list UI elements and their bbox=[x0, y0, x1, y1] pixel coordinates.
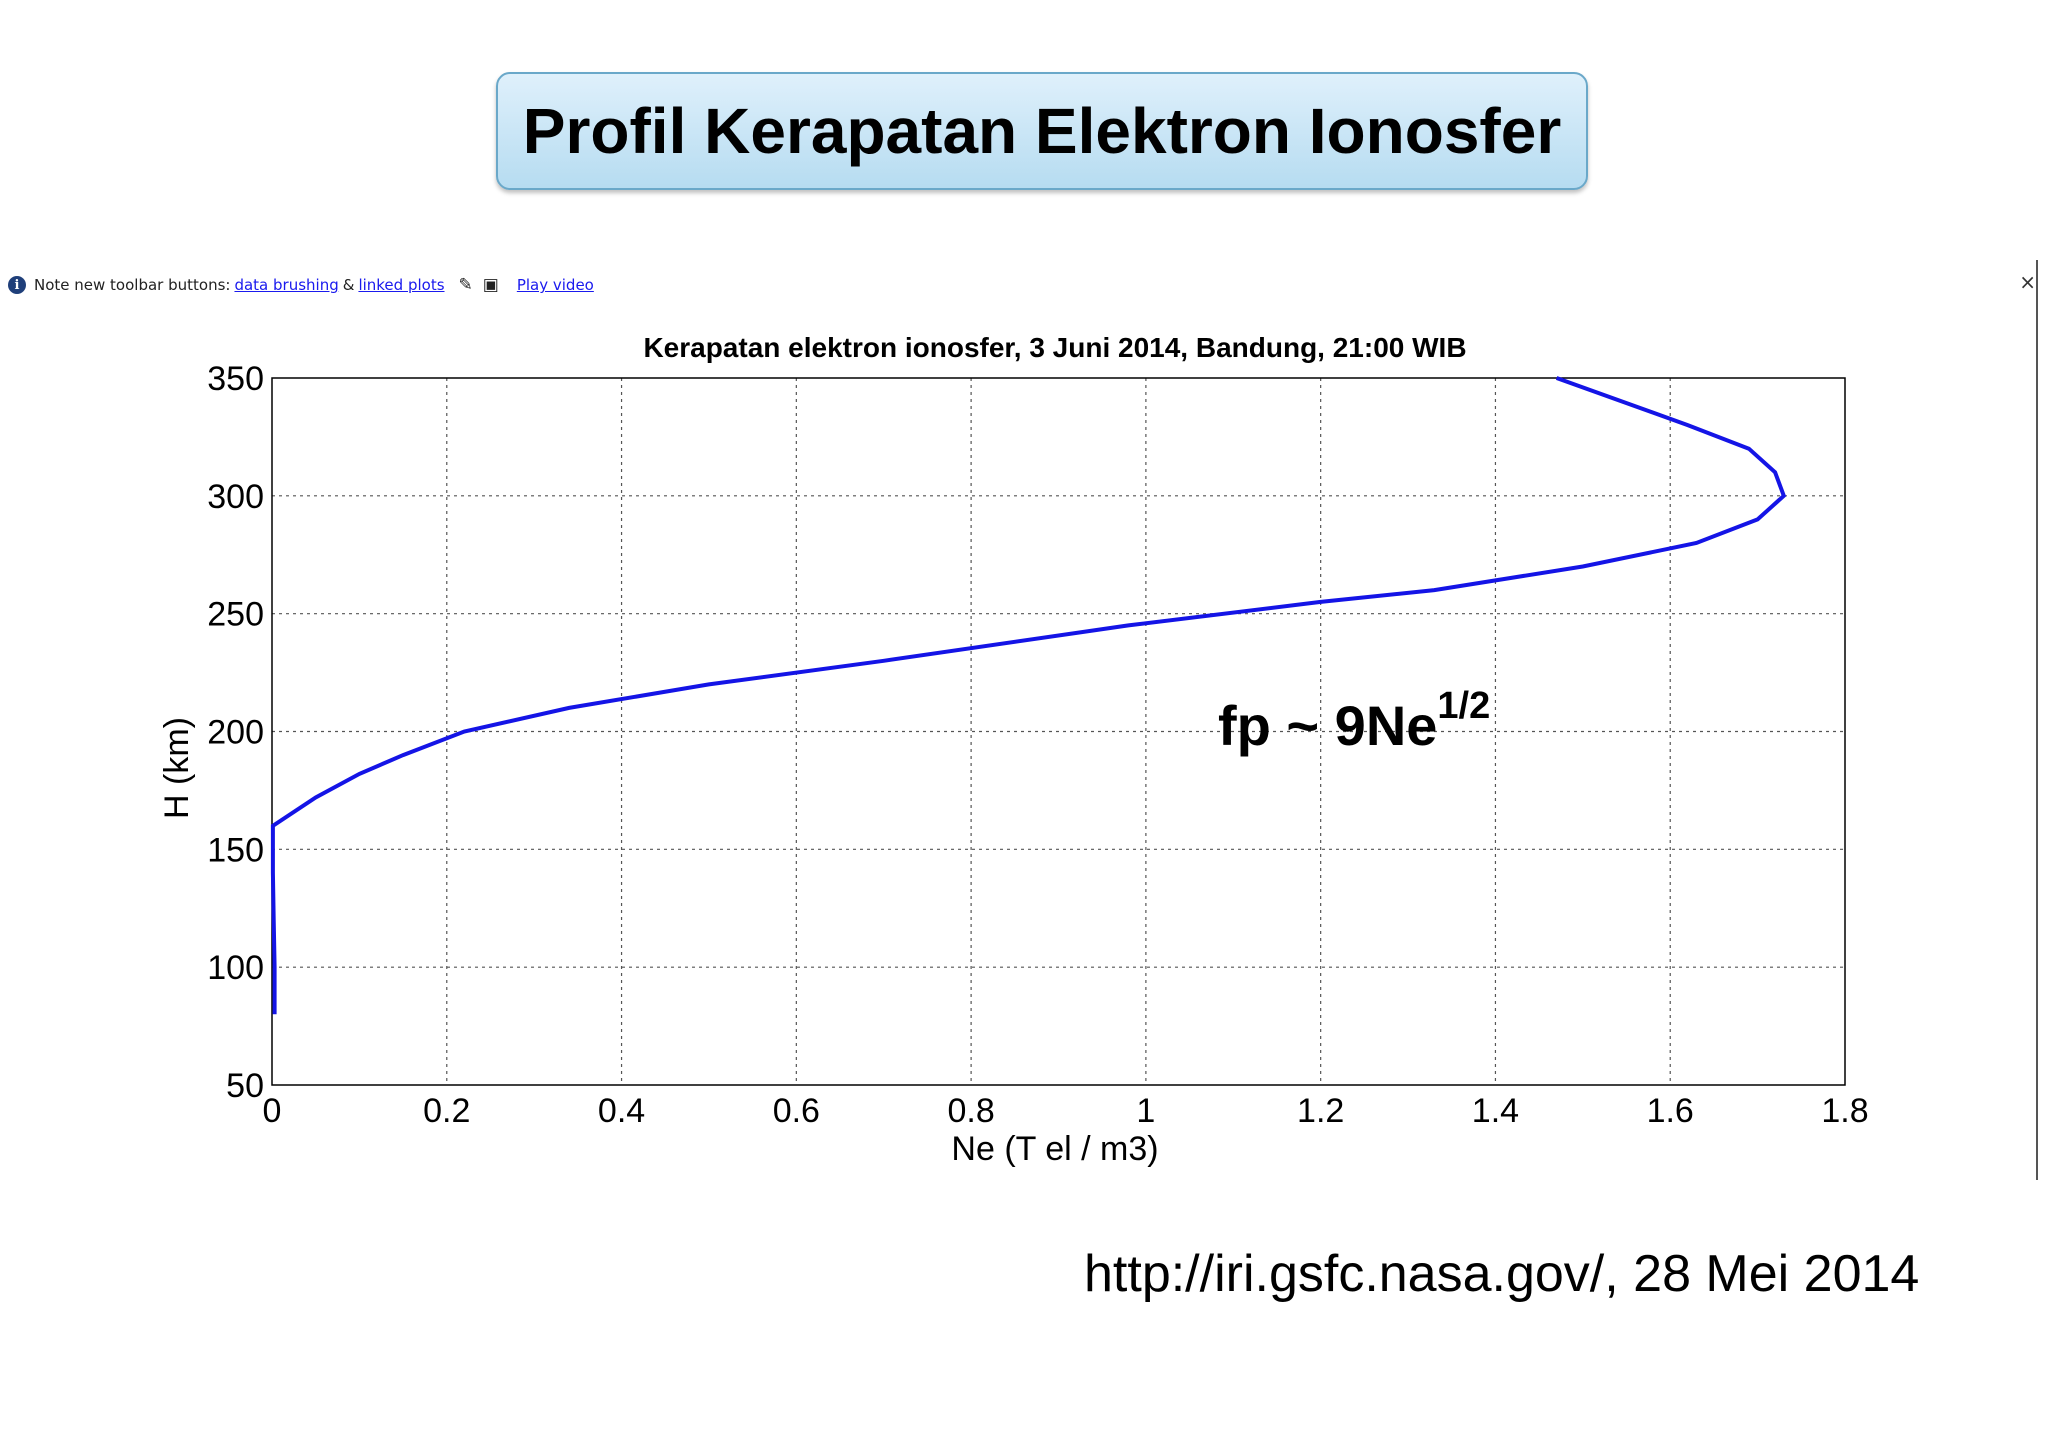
y-tick-label: 300 bbox=[207, 478, 264, 516]
x-tick-label: 1 bbox=[1136, 1092, 1155, 1130]
source-citation: http://iri.gsfc.nasa.gov/, 28 Mei 2014 bbox=[1084, 1245, 1920, 1303]
notice-text: Note new toolbar buttons: bbox=[34, 276, 231, 294]
y-axis-ticks: 50 100 150 200 250 300 350 bbox=[207, 360, 264, 1105]
data-brushing-link[interactable]: data brushing bbox=[234, 276, 339, 294]
plasma-frequency-formula: fp ~ 9Ne1/2 bbox=[1218, 685, 1490, 758]
y-tick-label: 250 bbox=[207, 596, 264, 634]
toolbar-notice: i Note new toolbar buttons: data brushin… bbox=[8, 272, 2038, 298]
x-tick-label: 1.6 bbox=[1647, 1092, 1694, 1130]
brush-icon[interactable]: ✎ bbox=[458, 275, 473, 295]
x-axis-label: Ne (T el / m3) bbox=[951, 1130, 1158, 1168]
close-icon[interactable]: × bbox=[2019, 270, 2036, 294]
slide-title: Profil Kerapatan Elektron Ionosfer bbox=[496, 72, 1588, 190]
electron-density-line bbox=[270, 376, 1787, 1015]
x-tick-label: 0.8 bbox=[947, 1092, 994, 1130]
x-tick-label: 0.4 bbox=[598, 1092, 645, 1130]
x-tick-label: 0.2 bbox=[423, 1092, 470, 1130]
x-tick-label: 0 bbox=[263, 1092, 282, 1130]
x-tick-label: 1.2 bbox=[1297, 1092, 1344, 1130]
y-tick-label: 100 bbox=[207, 949, 264, 987]
x-tick-label: 0.6 bbox=[773, 1092, 820, 1130]
y-tick-label: 150 bbox=[207, 831, 264, 869]
linked-plots-icon[interactable]: ▣ bbox=[482, 275, 499, 295]
linked-plots-link[interactable]: linked plots bbox=[358, 276, 445, 294]
window-edge bbox=[2036, 260, 2038, 1180]
y-axis-label: H (km) bbox=[158, 717, 196, 819]
y-tick-label: 350 bbox=[207, 360, 264, 398]
y-tick-label: 200 bbox=[207, 714, 264, 752]
formula-exponent: 1/2 bbox=[1437, 685, 1491, 727]
x-tick-label: 1.8 bbox=[1821, 1092, 1868, 1130]
electron-density-chart: Kerapatan elektron ionosfer, 3 Juni 2014… bbox=[158, 332, 1869, 1168]
formula-base: fp ~ 9Ne bbox=[1218, 694, 1438, 757]
plot-area bbox=[271, 377, 1846, 1086]
notice-amp: & bbox=[342, 276, 355, 294]
play-video-link[interactable]: Play video bbox=[516, 276, 594, 294]
x-axis-ticks: 0 0.2 0.4 0.6 0.8 1 1.2 1.4 1.6 1.8 bbox=[263, 1092, 1869, 1130]
x-tick-label: 1.4 bbox=[1472, 1092, 1519, 1130]
chart-title: Kerapatan elektron ionosfer, 3 Juni 2014… bbox=[643, 332, 1466, 363]
y-tick-label: 50 bbox=[226, 1067, 264, 1105]
chart-grid bbox=[272, 378, 1845, 1085]
info-icon: i bbox=[8, 276, 26, 294]
